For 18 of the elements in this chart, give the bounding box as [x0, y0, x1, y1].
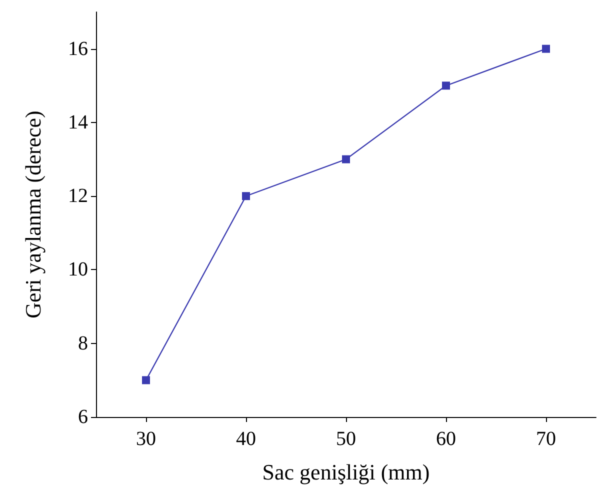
- x-tick-label: 60: [436, 428, 456, 450]
- point: [242, 192, 250, 200]
- x-tick-label: 70: [536, 428, 556, 450]
- y-tick-label: 10: [68, 258, 88, 281]
- point: [142, 376, 150, 384]
- y-tick-label: 12: [68, 185, 88, 208]
- point: [542, 44, 550, 53]
- x-tick-label: 40: [236, 428, 256, 450]
- point: [342, 155, 350, 164]
- point: [442, 82, 450, 90]
- y-axis-title: Geri yaylanma (derece): [20, 110, 46, 318]
- y-tick-label: 8: [78, 332, 88, 354]
- y-tick-label: 16: [68, 38, 88, 60]
- x-tick-label: 50: [336, 428, 356, 450]
- x-axis-title: Sac genişliği (mm): [262, 460, 430, 484]
- y-tick-label: 6: [78, 406, 88, 428]
- y-tick-label: 14: [68, 111, 88, 134]
- x-tick-label: 30: [136, 428, 156, 450]
